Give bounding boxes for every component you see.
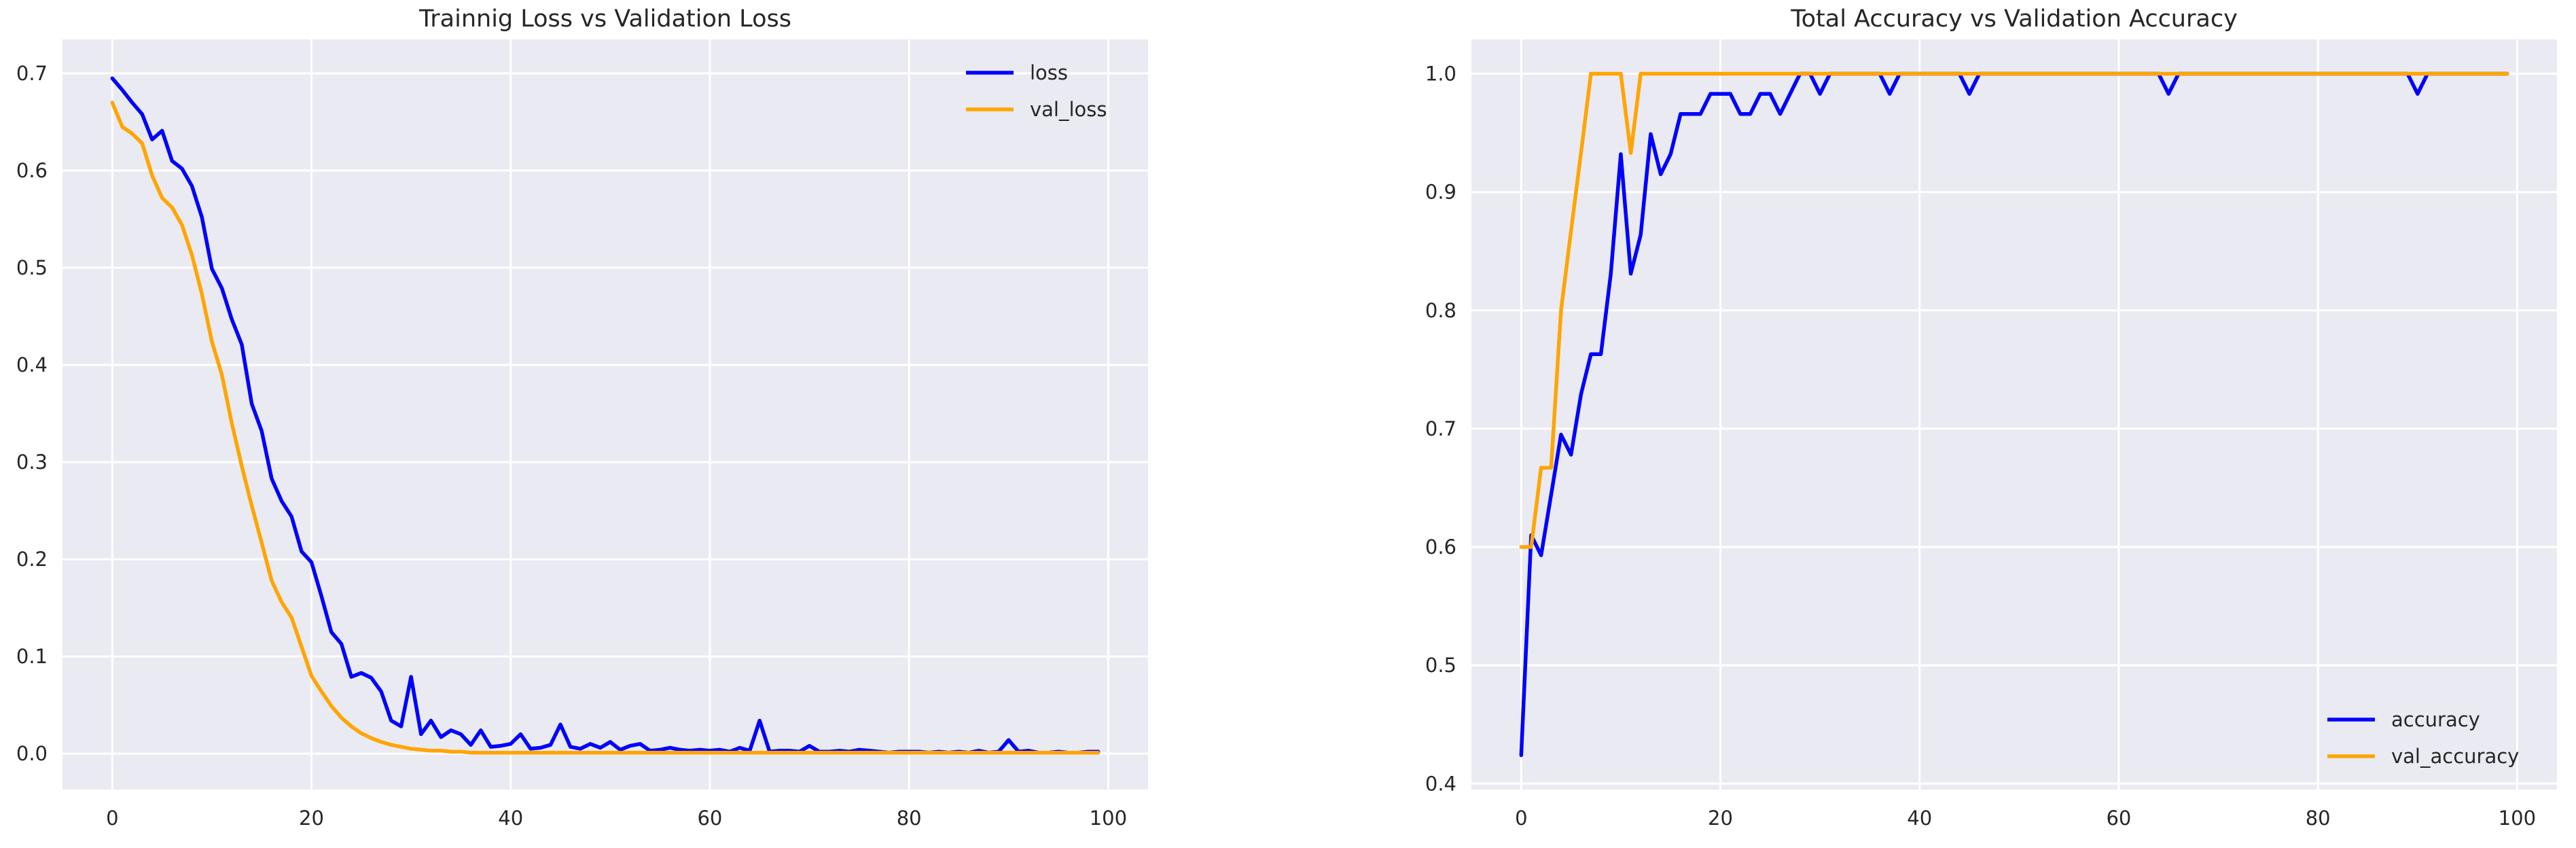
chart2-legend: accuracy val_accuracy	[2327, 708, 2519, 768]
chart2-y-tick-label: 1.0	[1425, 62, 1456, 85]
chart2-title: Total Accuracy vs Validation Accuracy	[1790, 5, 2238, 33]
chart1-y-tick-label: 0.4	[16, 353, 48, 376]
chart1-legend-label-val-loss: val_loss	[1030, 98, 1107, 121]
chart1-title: Trainnig Loss vs Validation Loss	[418, 5, 791, 33]
chart1-y-tick-label: 0.5	[16, 256, 48, 279]
chart1-y-tick-label: 0.0	[16, 742, 48, 765]
chart2-x-tick-label: 60	[2106, 807, 2131, 830]
chart2-legend-label-val-accuracy: val_accuracy	[2391, 745, 2519, 768]
chart2-x-tick-label: 80	[2306, 807, 2331, 830]
chart1-y-tick-label: 0.1	[16, 645, 48, 668]
chart2-y-tick-label: 0.6	[1425, 535, 1456, 559]
chart2-x-tick-label: 0	[1515, 807, 1527, 830]
chart1-series-val-loss-line	[110, 101, 1101, 755]
chart1-x-tick-label: 80	[897, 807, 922, 830]
chart2-y-tick-label: 0.9	[1425, 181, 1456, 204]
chart1-y-tick-label: 0.6	[16, 159, 48, 182]
chart1-legend: loss val_loss	[966, 61, 1107, 121]
chart2-legend-label-accuracy: accuracy	[2391, 708, 2480, 731]
chart1-x-tick-label: 100	[1090, 807, 1127, 830]
chart1-x-tick-label: 40	[498, 807, 523, 830]
chart1-x-tick-label: 60	[697, 807, 722, 830]
chart2-series-val-accuracy-line	[1519, 71, 2509, 549]
chart1-y-tick-label: 0.3	[16, 450, 48, 474]
chart2-y-tick-label: 0.4	[1425, 772, 1456, 795]
chart2-y-tick-label: 0.7	[1425, 417, 1456, 440]
chart2-axes: 0 20 40 60 80 100 0.4 0.5 0.6 0.7 0.8 0.9 1.0 Total A…	[1425, 5, 2557, 830]
chart1-x-tick-label: 20	[299, 807, 324, 830]
chart1-y-tick-label: 0.7	[16, 62, 48, 85]
chart2-plot-background	[1471, 39, 2557, 790]
chart2-x-tick-label: 100	[2499, 807, 2536, 830]
chart2-y-tick-label: 0.5	[1425, 654, 1456, 677]
chart2-y-tick-label: 0.8	[1425, 299, 1456, 322]
chart1-axes: 0 20 40 60 80 100 0.0 0.1 0.2 0.3 0.4 0.5 0.6 0.7 Trai…	[16, 5, 1148, 830]
chart2-x-tick-label: 40	[1907, 807, 1932, 830]
chart2-x-tick-label: 20	[1708, 807, 1733, 830]
chart1-y-tick-label: 0.2	[16, 548, 48, 571]
chart1-legend-label-loss: loss	[1030, 61, 1068, 84]
chart1-x-tick-label: 0	[106, 807, 118, 830]
chart1-plot-background	[62, 39, 1148, 790]
